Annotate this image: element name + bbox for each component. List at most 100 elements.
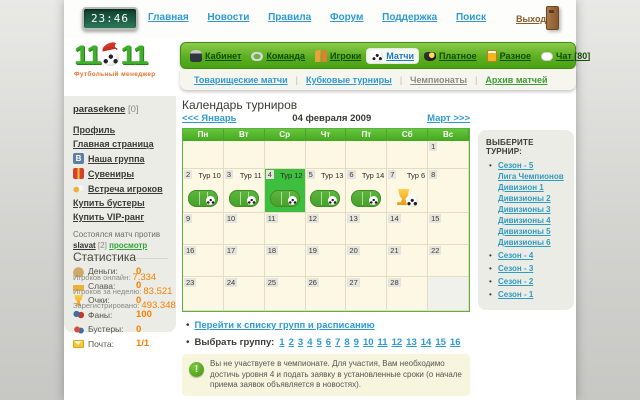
tournament-link[interactable]: Дивизионы 6 [498,238,551,247]
sidebar-link[interactable]: Наша группа [88,153,145,164]
group-link-8[interactable]: 8 [344,337,350,348]
tournament-item: Сезон - 1 [486,290,568,300]
top-link-6[interactable]: Поиск [455,12,486,23]
tournament-calendar: Пн Вт Ср Чт Пт Сб Вс 1 2 Тур 10 3 Тур 11 4 Тур 12 5 Тур… [182,128,470,312]
calendar-day-cell[interactable]: 7 Тур 6 [387,169,429,213]
tournament-link[interactable]: Сезон - 5 [498,161,534,170]
day-number: 12 [306,214,319,223]
calendar-day-cell [428,277,469,311]
sidebar-menu-item[interactable]: Встреча игроков [73,183,168,194]
tournament-link[interactable]: Дивизион 1 [498,183,544,192]
stat-label: Слава: [88,280,116,291]
top-link-4[interactable]: Форум [329,12,364,23]
tab-платное[interactable]: Платное [419,48,482,63]
groups-list-link[interactable]: Перейти к списку групп и расписанию [194,320,375,331]
username-link[interactable]: parasekene [73,104,126,115]
sidebar-menu-item[interactable]: Главная страница [73,139,168,149]
tab-чат-80-[interactable]: Чат [80] [536,48,595,63]
tournament-link[interactable]: Дивизионы 2 [498,194,551,203]
tournament-link[interactable]: Дивизионы 5 [498,227,551,236]
cup-match-icon[interactable] [396,189,419,207]
group-link-12[interactable]: 12 [391,337,403,348]
tournament-link[interactable]: Сезон - 1 [498,290,534,299]
match-field-icon[interactable] [187,190,218,207]
match-field-icon[interactable] [351,190,382,207]
tab-команда[interactable]: Команда [246,48,310,63]
group-link-10[interactable]: 10 [362,337,374,348]
group-link-13[interactable]: 13 [406,337,417,348]
exit-door-icon[interactable] [546,6,559,30]
tournament-item: Дивизионы 3 [486,205,568,215]
tournament-link[interactable]: Сезон - 4 [498,251,534,260]
sidebar-menu-item[interactable]: Профиль [73,125,168,135]
calendar-day-cell[interactable]: 6 Тур 14 [346,169,388,213]
tournament-link[interactable]: Сезон - 2 [498,277,534,286]
subnav-item-2[interactable]: Кубковые турниры [305,74,392,85]
match-field-icon[interactable] [228,190,259,207]
calendar-day-cell[interactable]: 3 Тур 11 [223,169,265,213]
top-link-3[interactable]: Правила [268,12,312,23]
logout-link[interactable]: Выход [516,14,547,24]
group-link-1[interactable]: 1 [279,337,285,348]
group-link-11[interactable]: 11 [377,337,388,348]
opponent-link[interactable]: slavat [73,240,96,250]
top-link-1[interactable]: Главная [148,12,189,23]
trophy-icon [74,294,83,306]
sidebar-link[interactable]: Главная страница [73,139,154,149]
calendar-day-cell [223,141,265,169]
calendar-day-cell: 14 [387,213,429,245]
site-logo[interactable]: 11 11 Футбольный менеджер [74,40,178,90]
tab-разное[interactable]: Разное [482,48,536,64]
tournament-link[interactable]: Дивизионы 4 [498,216,551,225]
match-view-link[interactable]: просмотр [109,240,148,250]
group-link-2[interactable]: 2 [288,337,294,348]
calendar-day-cell[interactable]: 5 Тур 13 [305,169,347,213]
tab-матчи[interactable]: Матчи [366,47,420,64]
calendar-row: 23 24 25 26 27 28 [183,277,469,311]
tab-label: Команда [266,50,306,61]
calendar-day-cell[interactable]: 4 Тур 12 [264,169,306,213]
sidebar-menu-item[interactable]: Наша группа [73,153,168,164]
tour-label: Тур 11 [239,171,262,180]
person-icon [190,49,202,62]
tournament-link[interactable]: Лига Чемпионов [498,172,564,181]
match-field-icon[interactable] [269,190,300,207]
sidebar-link[interactable]: Купить VIP-ранг [73,212,145,222]
top-link-5[interactable]: Поддержка [382,12,438,23]
meeting-icon [73,183,84,194]
tournament-item: Сезон - 5 [486,161,568,171]
match-field-icon[interactable] [310,190,341,207]
sidebar-link[interactable]: Сувениры [88,168,135,179]
group-link-7[interactable]: 7 [335,337,341,348]
group-link-9[interactable]: 9 [353,337,359,348]
group-link-3[interactable]: 3 [297,337,304,348]
sidebar-menu-item[interactable]: Купить бустеры [73,198,168,208]
tab-игроки[interactable]: Игроки [310,48,366,64]
sidebar-menu-item[interactable]: Сувениры [73,168,168,179]
subnav-item-1[interactable]: Товарищеские матчи [194,74,288,85]
tab-кабинет[interactable]: Кабинет [185,48,246,64]
calendar-day-cell[interactable]: 2 Тур 10 [183,169,224,213]
calendar-day-cell: 27 [346,277,388,311]
sidebar-link[interactable]: Купить бустеры [73,198,145,208]
prev-month-link[interactable]: <<< Январь [182,113,237,124]
sidebar-menu-item[interactable]: Купить VIP-ранг [73,212,168,222]
tournament-link[interactable]: Дивизионы 3 [498,205,551,214]
logo-number-right: 11 [120,40,149,70]
players-icon [315,49,328,62]
tournament-link[interactable]: Сезон - 3 [498,264,534,273]
group-link-4[interactable]: 4 [307,337,313,348]
group-link-14[interactable]: 14 [420,337,432,348]
sidebar-link[interactable]: Профиль [73,125,116,135]
stat-row: Бустеры: 0 [73,323,168,335]
subnav-item-4[interactable]: Архив матчей [485,74,548,85]
group-link-6[interactable]: 6 [325,337,332,348]
group-link-16[interactable]: 16 [449,337,461,348]
stat-value: 100 [136,309,152,320]
calendar-day-cell: 24 [223,277,265,311]
group-link-15[interactable]: 15 [435,337,446,348]
top-link-2[interactable]: Новости [207,12,250,23]
next-month-link[interactable]: Март >>> [427,113,470,124]
group-link-5[interactable]: 5 [316,337,322,348]
sidebar-link[interactable]: Встреча игроков [88,183,163,194]
